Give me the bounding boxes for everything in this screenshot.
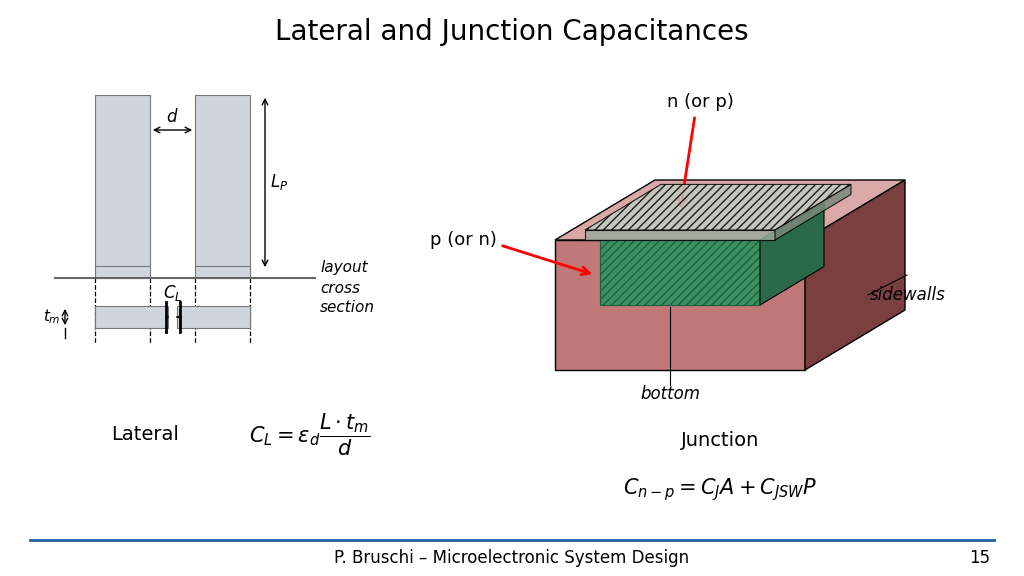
Polygon shape	[805, 180, 905, 370]
Polygon shape	[585, 230, 775, 240]
Text: bottom: bottom	[640, 385, 700, 403]
Polygon shape	[760, 202, 824, 305]
Text: $d$: $d$	[166, 108, 179, 126]
Polygon shape	[585, 184, 851, 230]
Text: n (or p): n (or p)	[667, 93, 733, 111]
Polygon shape	[95, 306, 168, 328]
Text: $C_{n-p} = C_J A + C_{JSW} P$: $C_{n-p} = C_J A + C_{JSW} P$	[623, 476, 817, 503]
Text: cross
section: cross section	[319, 281, 375, 314]
Text: layout: layout	[319, 260, 368, 275]
Text: Lateral and Junction Capacitances: Lateral and Junction Capacitances	[275, 18, 749, 46]
Polygon shape	[177, 306, 250, 328]
Polygon shape	[775, 184, 851, 240]
Polygon shape	[195, 266, 250, 278]
Polygon shape	[600, 240, 760, 305]
Text: p (or n): p (or n)	[430, 231, 497, 249]
Text: $C_L = \varepsilon_d \dfrac{L \cdot t_m}{d}$: $C_L = \varepsilon_d \dfrac{L \cdot t_m}…	[249, 412, 371, 458]
Text: sidewalls: sidewalls	[870, 286, 946, 304]
Text: Lateral: Lateral	[111, 426, 179, 445]
Polygon shape	[555, 180, 905, 240]
Text: P. Bruschi – Microelectronic System Design: P. Bruschi – Microelectronic System Desi…	[335, 549, 689, 567]
Polygon shape	[195, 95, 250, 270]
Text: $L_P$: $L_P$	[270, 172, 288, 192]
Text: Junction: Junction	[681, 430, 759, 449]
Text: $C_L$: $C_L$	[163, 283, 182, 303]
Text: 15: 15	[969, 549, 990, 567]
Text: $t_m$: $t_m$	[43, 308, 61, 327]
Polygon shape	[95, 266, 150, 278]
Polygon shape	[555, 240, 805, 370]
Polygon shape	[95, 95, 150, 270]
